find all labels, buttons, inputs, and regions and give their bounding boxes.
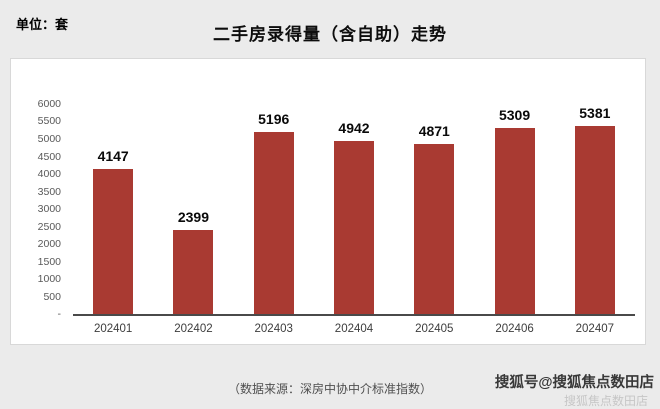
bar-column: 4871 — [394, 104, 474, 314]
bar-value-label: 5309 — [498, 107, 531, 124]
plot-area: 4147 2399 5196 4942 4871 5309 5381 — [73, 104, 635, 316]
y-axis: 6000 5500 5000 4500 4000 3500 3000 2500 2000 1500… — [11, 98, 69, 320]
bar — [333, 141, 374, 314]
y-axis-tick-label: 1000 — [37, 273, 61, 285]
y-axis-tick-label: 2500 — [37, 220, 61, 233]
x-axis-tick-label: 202404 — [334, 323, 374, 335]
bar-column: 5309 — [474, 104, 554, 314]
x-axis-tick-label: 202401 — [93, 323, 133, 335]
y-axis-tick-label: 4500 — [37, 150, 61, 163]
y-axis-tick-label: 4000 — [37, 167, 61, 180]
bar — [93, 168, 134, 314]
x-axis-tick-label: 202405 — [415, 323, 454, 335]
bar-chart: 6000 5500 5000 4500 4000 3500 3000 2500 2000 1500… — [10, 58, 646, 345]
bar-column: 2399 — [153, 104, 233, 314]
bar-value-label: 4871 — [418, 122, 450, 139]
bar-column: 4147 — [73, 104, 153, 314]
bar-value-label: 5196 — [258, 111, 290, 128]
bar — [253, 132, 294, 314]
bar-column: 4942 — [314, 104, 394, 314]
bar — [574, 125, 615, 314]
data-source-note: （数据来源：深房中协中介标准指数） — [227, 382, 432, 396]
bar-value-label: 5381 — [579, 104, 611, 121]
chart-title: 二手房录得量（含自助）走势 — [213, 25, 447, 44]
y-axis-tick-label: 5000 — [37, 132, 61, 145]
y-axis-tick-label: 3000 — [37, 203, 61, 215]
bar-value-label: 2399 — [177, 209, 209, 226]
unit-label: 单位：套 — [16, 17, 69, 32]
y-axis-tick-label: 5500 — [37, 115, 61, 128]
y-axis-tick-label: 6000 — [37, 98, 61, 110]
bar — [494, 128, 535, 314]
bar-value-label: 4147 — [97, 147, 129, 164]
x-axis-tick-label: 202402 — [174, 323, 213, 335]
bar — [173, 230, 214, 314]
bar — [414, 143, 455, 314]
x-axis-tick-label: 202406 — [495, 323, 534, 335]
y-axis-zero-label: - — [57, 308, 62, 320]
y-axis-tick-label: 1500 — [37, 255, 61, 268]
watermark-primary: 搜狐号@搜狐焦点数田店 — [494, 375, 654, 391]
y-axis-tick-label: 500 — [43, 290, 61, 303]
bar-column: 5196 — [234, 104, 314, 314]
bar-column: 5381 — [555, 104, 635, 314]
bar-value-label: 4942 — [338, 120, 370, 137]
x-axis-tick-label: 202407 — [575, 323, 615, 335]
x-axis: 202401 202402 202403 202404 202405 202406 2024… — [73, 323, 635, 335]
x-axis-tick-label: 202403 — [254, 323, 293, 335]
y-axis-tick-label: 3500 — [37, 185, 61, 198]
y-axis-tick-label: 2000 — [37, 237, 61, 250]
